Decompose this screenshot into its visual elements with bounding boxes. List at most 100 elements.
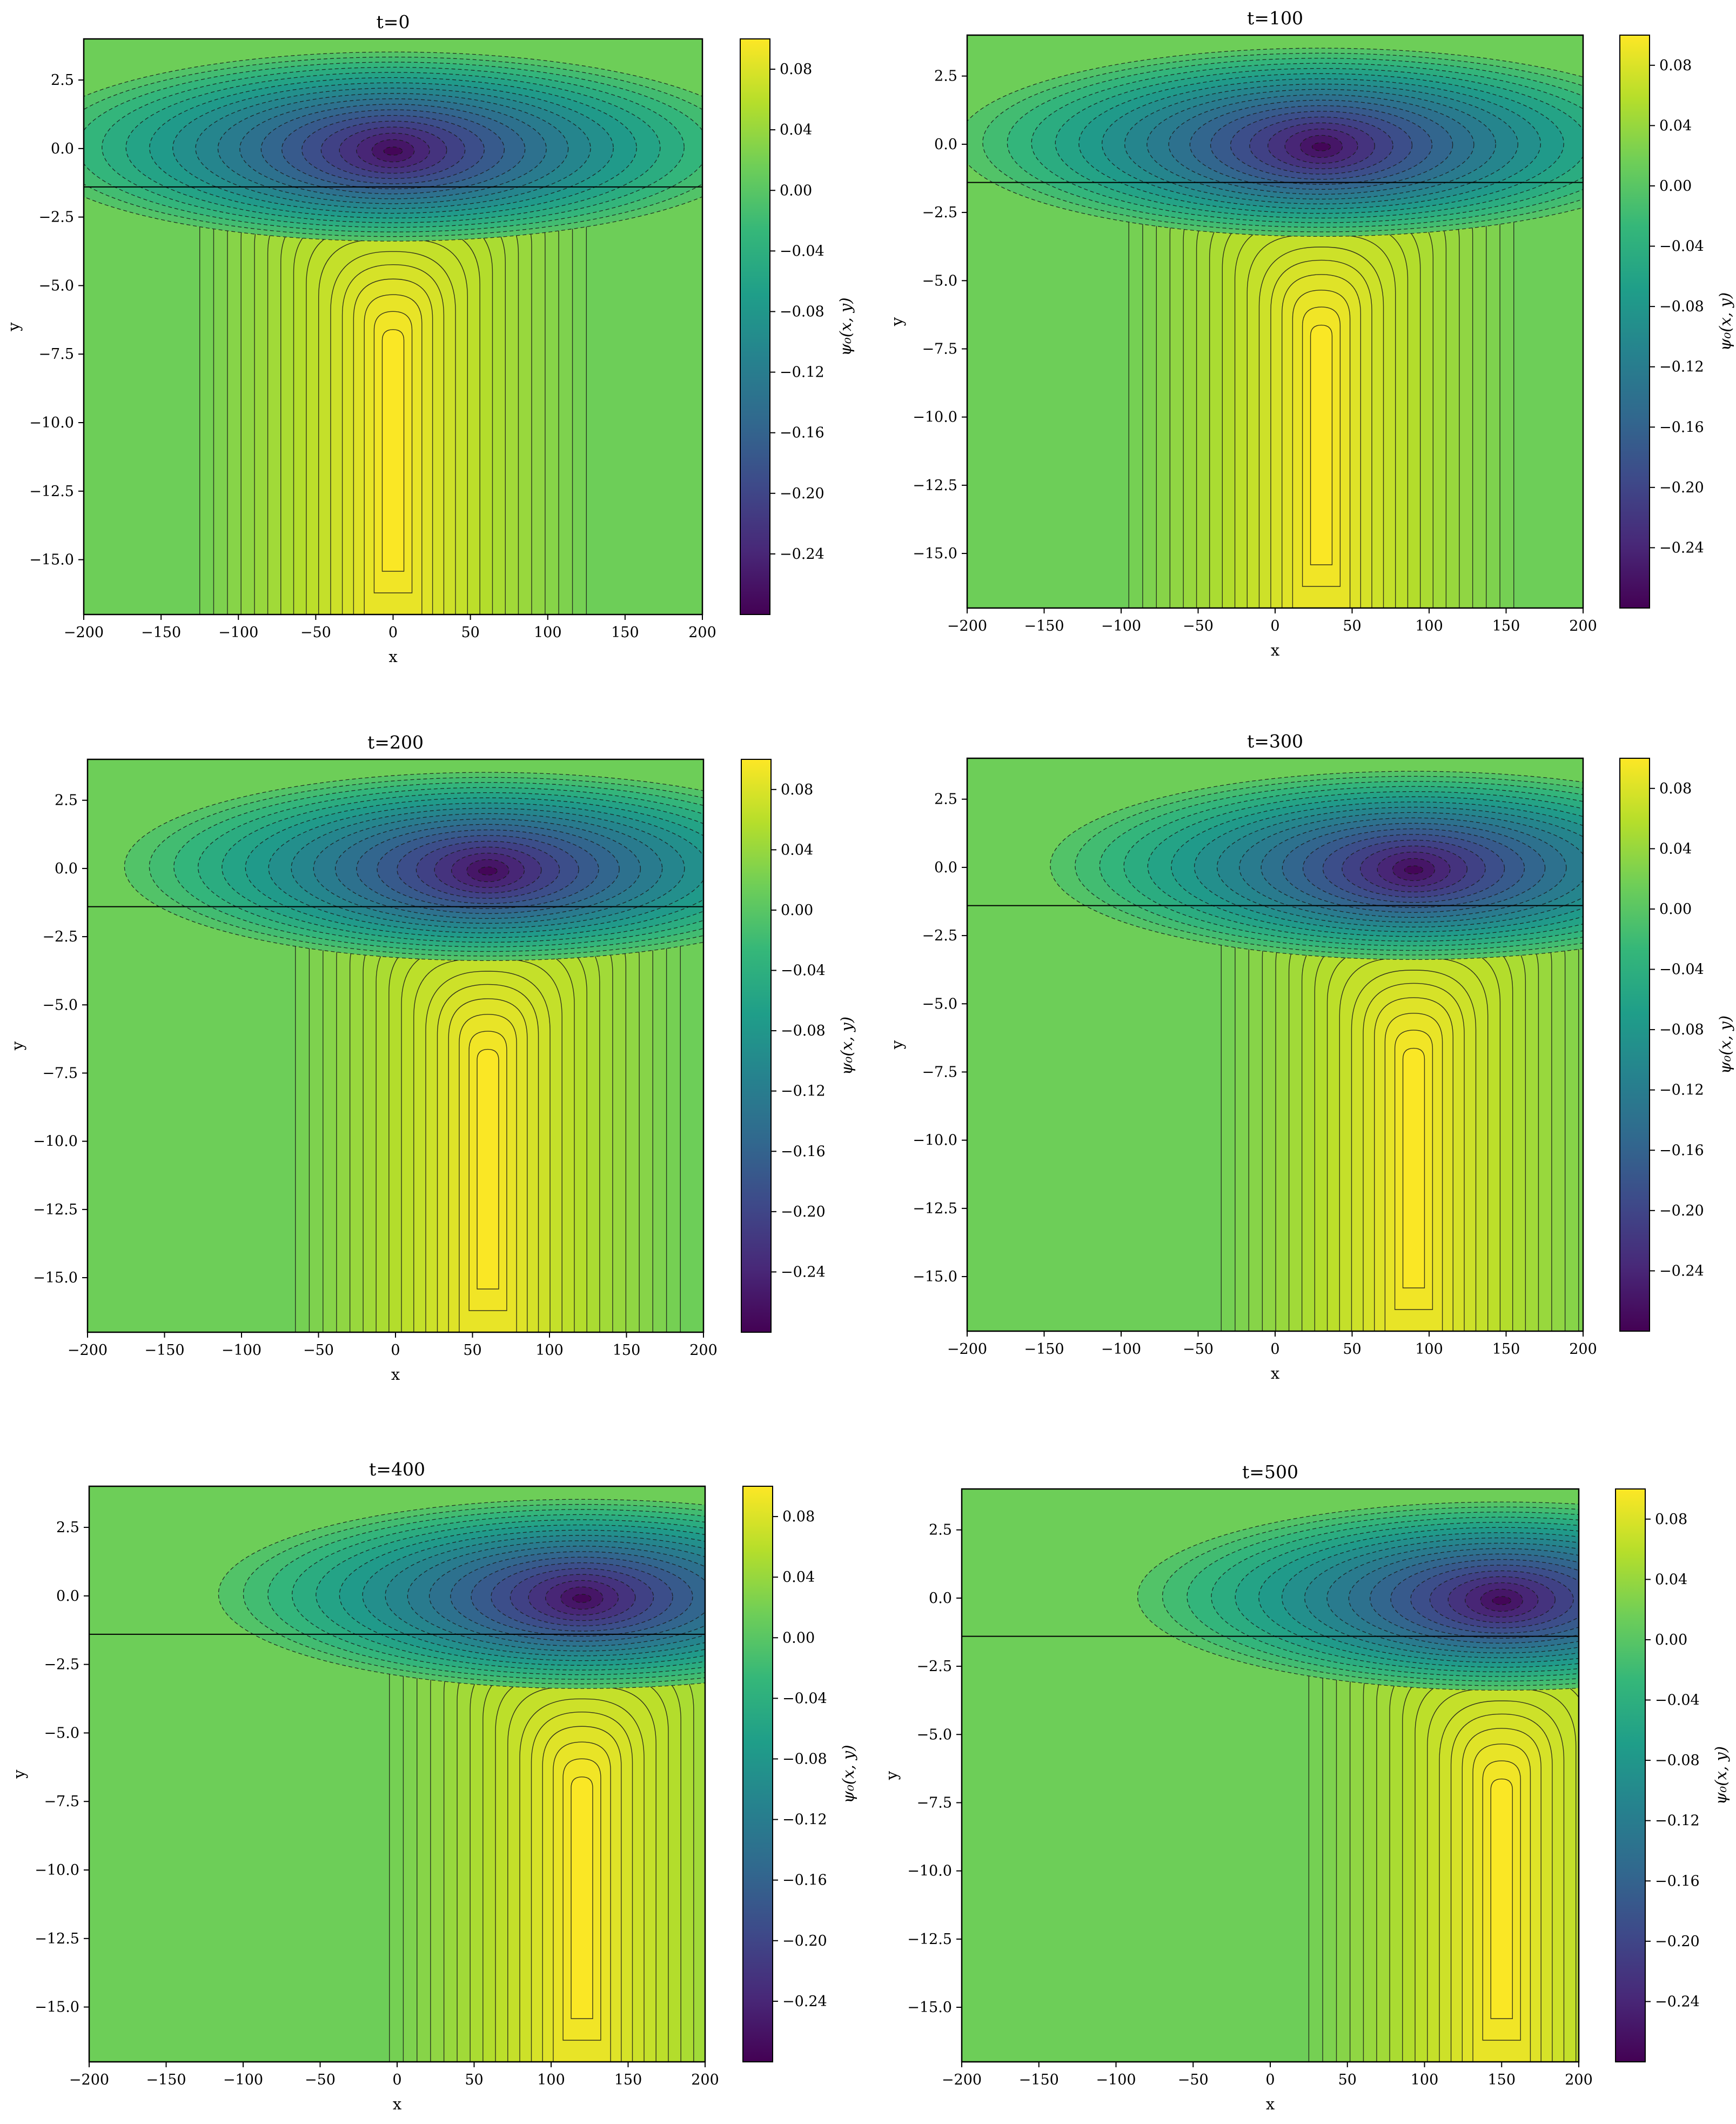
x-tick-label: 100 <box>537 2072 565 2088</box>
y-tick-label: −7.5 <box>922 1064 957 1080</box>
y-tick-label: −7.5 <box>44 1793 79 1810</box>
y-tick-label: −10.0 <box>913 409 957 426</box>
x-tick-label: −100 <box>1096 2072 1136 2088</box>
colorbar-tick-label: −0.24 <box>1659 1263 1704 1279</box>
y-tick-label: −7.5 <box>42 1065 78 1081</box>
y-tick-label: 2.5 <box>56 1519 79 1536</box>
y-tick-label: −12.5 <box>35 1931 79 1947</box>
colorbar-label: ψ₀(x, y) <box>837 1017 856 1075</box>
y-tick-label: −10.0 <box>29 415 74 431</box>
y-tick-label: −2.5 <box>44 1657 79 1673</box>
colorbar-tick-label: −0.04 <box>1659 961 1704 978</box>
contour-positive <box>1310 324 1333 565</box>
panel-t-400: t=400 −200 −150 −100 −50 0 50 100 150 200 x 2.5 0.0 −… <box>10 1459 857 2113</box>
panel-title: t=400 <box>369 1459 425 1480</box>
y-tick-label: 0.0 <box>55 860 78 877</box>
y-tick-label: −7.5 <box>916 1794 952 1811</box>
colorbar-label: ψ₀(x, y) <box>1716 292 1734 351</box>
colorbar <box>742 1486 773 2062</box>
x-tick-label: 200 <box>1569 618 1597 634</box>
x-tick-label: 100 <box>1415 618 1443 634</box>
contour-negative <box>383 146 403 156</box>
colorbar-tick-label: −0.04 <box>1655 1692 1700 1709</box>
y-tick-label: 0.0 <box>934 859 957 876</box>
x-tick-label: −150 <box>1024 618 1064 634</box>
colorbar <box>1619 35 1650 609</box>
colorbar-tick-label: 0.00 <box>1659 901 1692 918</box>
x-tick-label: 100 <box>535 1342 564 1359</box>
colorbar-label: ψ₀(x, y) <box>839 1745 857 1803</box>
colorbar-tick-label: −0.16 <box>782 1872 827 1889</box>
x-tick-label: 100 <box>534 624 562 641</box>
y-tick-label: −2.5 <box>916 1658 952 1675</box>
x-tick-label: −50 <box>1183 1341 1214 1358</box>
y-tick-label: −10.0 <box>35 1862 79 1879</box>
contour-positive <box>1490 1778 1513 2019</box>
y-tick-label: −10.0 <box>907 1863 952 1880</box>
x-tick-label: −200 <box>942 2072 982 2088</box>
x-tick-label: −50 <box>300 624 331 641</box>
y-tick-label: −5.0 <box>922 272 957 289</box>
colorbar-tick-label: −0.16 <box>1659 1142 1704 1159</box>
x-tick-label: 150 <box>1487 2072 1516 2088</box>
x-tick-label: 150 <box>1492 1341 1520 1358</box>
colorbar-tick-label: −0.16 <box>780 425 825 442</box>
x-tick-label: −150 <box>1019 2072 1059 2088</box>
panel-t-100: t=100 −200 −150 −100 −50 0 50 100 150 200 x 2.5 0.0 −… <box>888 8 1734 659</box>
colorbar-tick-label: 0.08 <box>1659 780 1692 797</box>
x-tick-label: 200 <box>688 624 716 641</box>
y-tick-label: 2.5 <box>929 1522 952 1539</box>
x-axis-label: x <box>1271 641 1279 659</box>
contour-positive <box>477 1048 499 1290</box>
y-tick-label: −2.5 <box>922 204 957 221</box>
x-tick-label: −150 <box>141 624 181 641</box>
contour-positive <box>571 1776 593 2019</box>
x-axis-label: x <box>388 647 397 666</box>
x-tick-label: 150 <box>1492 618 1520 634</box>
y-tick-label: −12.5 <box>907 1931 952 1948</box>
colorbar-tick-label: 0.00 <box>780 182 812 199</box>
y-tick-label: −12.5 <box>913 1200 957 1217</box>
y-tick-label: −15.0 <box>913 545 957 562</box>
colorbar-tick-label: −0.20 <box>782 1933 827 1949</box>
field-contours <box>962 1501 1579 2062</box>
x-tick-label: 50 <box>1338 2072 1357 2088</box>
y-tick-label: 0.0 <box>56 1588 79 1605</box>
y-axis-label: y <box>10 1769 28 1779</box>
x-tick-label: −150 <box>144 1342 184 1359</box>
x-tick-label: −100 <box>222 1342 262 1359</box>
colorbar-tick-label: −0.04 <box>782 1690 827 1707</box>
colorbar-tick-label: −0.04 <box>780 243 825 259</box>
panel-title: t=500 <box>1242 1461 1298 1482</box>
y-tick-label: −5.0 <box>42 997 78 1013</box>
x-tick-label: 0 <box>1270 618 1279 634</box>
x-axis-label: x <box>1271 1364 1279 1382</box>
field-contours <box>967 48 1583 608</box>
colorbar-tick-label: −0.16 <box>1655 1873 1700 1889</box>
x-axis-label: x <box>393 2095 401 2113</box>
x-tick-label: 50 <box>463 1342 481 1359</box>
colorbar-tick-label: 0.08 <box>780 61 812 78</box>
x-tick-label: −100 <box>1101 618 1141 634</box>
y-tick-label: −12.5 <box>29 483 74 500</box>
colorbar-tick-label: −0.08 <box>1659 1021 1704 1038</box>
colorbar-tick-label: −0.08 <box>1655 1752 1700 1769</box>
colorbar-label: ψ₀(x, y) <box>1716 1016 1734 1074</box>
colorbar-tick-label: −0.08 <box>1659 298 1704 315</box>
y-tick-label: −5.0 <box>38 277 74 294</box>
x-tick-label: 100 <box>1411 2072 1439 2088</box>
y-tick-label: −7.5 <box>38 346 74 363</box>
colorbar <box>1619 758 1650 1332</box>
colorbar-tick-label: 0.00 <box>781 902 813 919</box>
colorbar-tick-label: −0.12 <box>1655 1813 1700 1829</box>
colorbar-tick-label: −0.12 <box>780 364 825 381</box>
field-contours <box>967 771 1583 1331</box>
y-tick-label: 2.5 <box>55 792 78 809</box>
y-tick-label: 0.0 <box>51 141 74 157</box>
colorbar-tick-label: −0.04 <box>1659 238 1704 255</box>
colorbar-tick-label: 0.08 <box>781 782 813 798</box>
y-tick-label: −15.0 <box>913 1268 957 1285</box>
colorbar-tick-label: 0.00 <box>1655 1632 1687 1648</box>
y-tick-label: −7.5 <box>922 340 957 357</box>
colorbar-tick-label: −0.20 <box>1655 1933 1700 1950</box>
